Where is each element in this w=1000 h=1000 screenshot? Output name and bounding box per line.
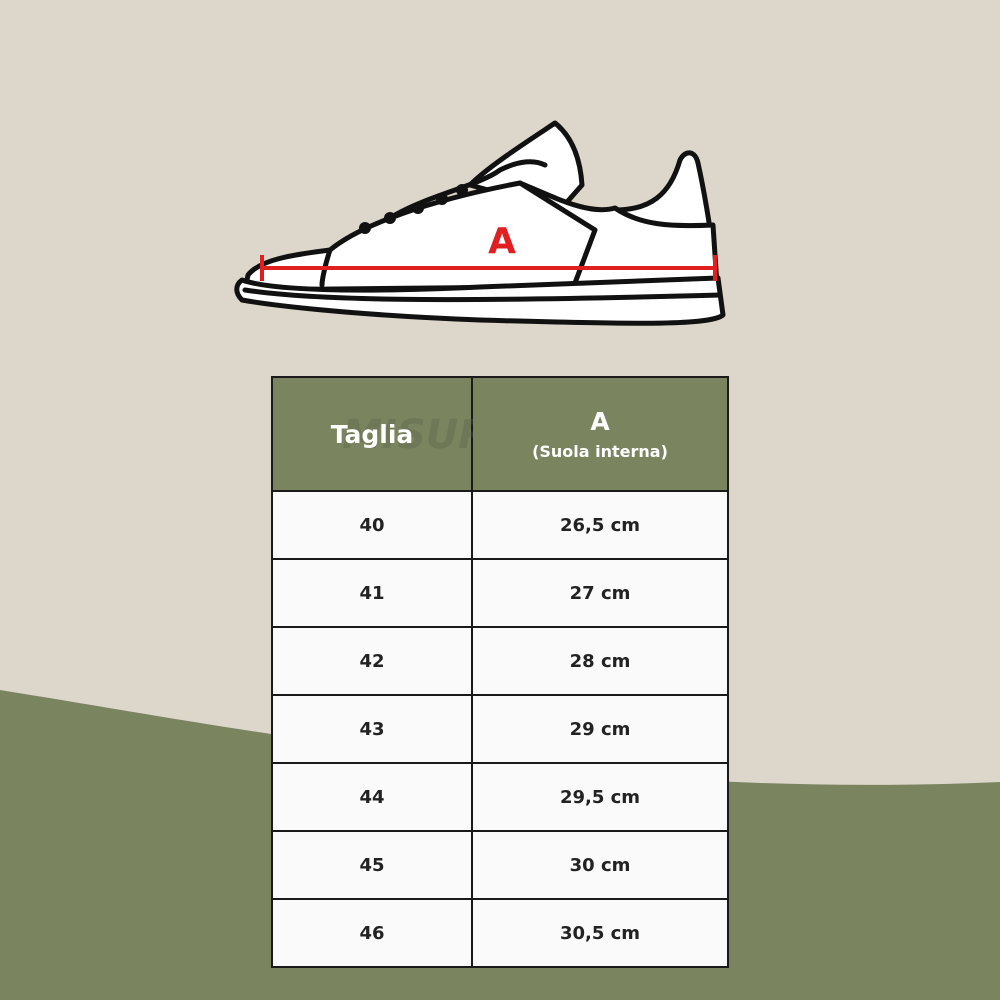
size-cell: 44 — [271, 762, 473, 832]
measure-line-a — [260, 255, 717, 281]
length-cell: 26,5 cm — [471, 490, 729, 560]
size-cell: 46 — [271, 898, 473, 968]
size-cell: 43 — [271, 694, 473, 764]
header-length-sub: (Suola interna) — [532, 442, 668, 461]
length-cell: 29,5 cm — [471, 762, 729, 832]
size-cell: 42 — [271, 626, 473, 696]
length-cell: 29 cm — [471, 694, 729, 764]
size-cell: 40 — [271, 490, 473, 560]
table-row: 45 30 cm — [271, 830, 729, 900]
shoe-illustration: A — [234, 120, 726, 326]
table-row: 41 27 cm — [271, 558, 729, 628]
length-cell: 30,5 cm — [471, 898, 729, 968]
table-row: 43 29 cm — [271, 694, 729, 764]
measure-label: A — [488, 221, 516, 262]
header-size-label: Taglia — [330, 419, 414, 449]
length-cell: 30 cm — [471, 830, 729, 900]
table-row: 44 29,5 cm — [271, 762, 729, 832]
length-cell: 28 cm — [471, 626, 729, 696]
header-size: MISURE IN CM Taglia — [271, 376, 662, 492]
table-row: 46 30,5 cm — [271, 898, 729, 968]
shoe-body — [242, 180, 720, 293]
size-table: MISURE IN CM Taglia A (Suola interna) 40… — [271, 376, 729, 968]
size-cell: 45 — [271, 830, 473, 900]
header-length: A (Suola interna) — [471, 376, 729, 492]
shoe-laces — [359, 184, 468, 234]
length-cell: 27 cm — [471, 558, 729, 628]
table-row: 42 28 cm — [271, 626, 729, 696]
table-header-row: MISURE IN CM Taglia A (Suola interna) — [271, 376, 729, 492]
header-length-label: A — [590, 407, 610, 436]
table-row: 40 26,5 cm — [271, 490, 729, 560]
size-cell: 41 — [271, 558, 473, 628]
